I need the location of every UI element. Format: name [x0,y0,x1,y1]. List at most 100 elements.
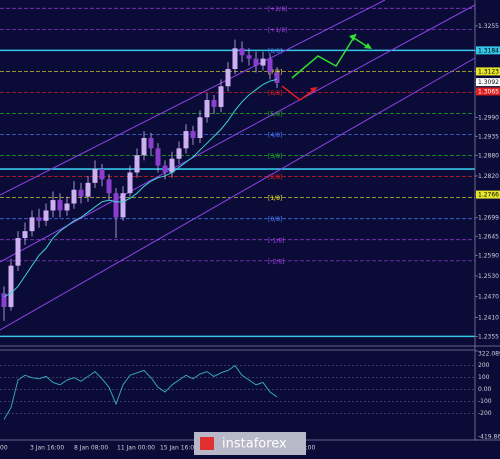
candle-body [148,138,154,149]
y-tick-label: 1.2590 [478,252,499,259]
candle-body [29,217,35,232]
logo-box [194,432,306,455]
candle-body [183,131,189,149]
murray-label: [6/8] [268,90,282,97]
candle-body [246,55,252,59]
forecast-arrow-up [291,33,357,79]
price-box [476,87,500,96]
arrow-head [310,87,318,93]
candle-body [85,182,91,197]
y-tick-label: 1.2935 [478,133,499,140]
arrow-head [364,43,372,49]
candle-body [218,86,224,107]
candle-body [78,189,84,197]
candle-body [169,158,175,173]
candle-body [22,231,28,239]
candle-body [274,72,280,83]
candle-body [92,169,98,183]
axis-group: 1.3255 1.3184 1.3123 1.3092 1.3065 1.2990 1.29… [475,23,500,340]
indicator-tick-label: 0.00 [478,386,492,393]
x-tick-label: 11 Jan 00:00 [117,445,155,452]
candle-body [99,169,105,180]
murray-label: [4/8] [268,132,282,139]
x-tick-label: 3 Jan 16:00 [30,445,64,452]
murray-label: [7/8] [268,69,282,76]
y-tick-label: 1.2880 [478,152,499,159]
murray-label: [3/8] [268,153,282,160]
y-tick-label: 1.3255 [478,23,499,30]
candle-body [43,210,49,221]
murray-label: [2/8] [268,174,282,181]
candle-body [239,48,245,56]
y-tick-label: 1.2530 [478,273,499,280]
murray-label: [+1/8] [268,27,287,34]
price-box [476,78,500,87]
candle-body [120,193,126,218]
candle-body [232,48,238,69]
x-tick-label: 8 Jan 08:00 [74,445,108,452]
candle-body [253,58,259,66]
murray-label: [1/8] [268,195,282,202]
price-box [476,46,500,55]
candle-body [197,117,203,138]
indicator-tick-label: 200 [478,362,490,369]
candle-body [50,200,56,211]
murray-label: [5/8] [268,111,282,118]
logo-icon [200,437,214,450]
candle-body [211,100,217,107]
indicator-tick-label: 100 [478,374,490,381]
indicator-tick-label: -100 [478,398,492,405]
price-box [476,67,500,76]
murray-label: [0/8] [268,216,282,223]
candle-body [134,155,140,173]
y-tick-label: 1.2699 [478,215,499,222]
y-tick-label: 1.2820 [478,173,499,180]
y-tick-label: 1.2470 [478,294,499,301]
candle-body [8,265,14,308]
candle-body [36,217,42,221]
candle-body [260,58,266,66]
y-tick-label: 1.3184 [478,47,499,54]
candle-body [190,131,196,138]
y-tick-label: 1.2645 [478,233,499,240]
candle-body [57,200,63,211]
indicator-line [3,365,278,420]
indicator-tick-label: -419.8691 [478,434,500,441]
y-tick-label: 1.2990 [478,114,499,121]
x-tick-label: 15 Jan 16:00 [160,445,198,452]
y-tick-label: 1.3123 [478,68,499,75]
candle-body [15,238,21,266]
candle-body [113,193,119,218]
candle-body [1,293,7,308]
indicator-group: 322.0898 200 100 0.00 -100 -200 -419.8691 [0,351,500,441]
y-tick-label: 1.2766 [478,192,499,199]
candle-body [176,148,182,159]
y-tick-label: 1.2410 [478,314,499,321]
forecast-arrow-down [281,85,315,101]
candle-body [267,58,273,73]
candle-body [162,165,168,173]
candle-body [127,172,133,194]
murray-label: [+2/8] [268,6,287,13]
arrow-head [349,34,356,41]
indicator-tick-label: -200 [478,410,492,417]
murray-label: [-2/8] [268,258,285,265]
moving-average [3,78,278,298]
channel-upper [0,0,386,196]
x-tick-label: 00:00 [298,445,315,452]
candle-body [225,69,231,87]
indicator-tick-label: 322.0898 [478,351,500,358]
channel-middle [0,4,476,263]
y-tick-label: 1.2355 [478,333,499,340]
candle-body [106,179,112,194]
candle-body [204,100,210,118]
candle-body [64,203,70,211]
murray-label: [8/8] [268,48,282,55]
candle-body [155,148,161,166]
channel-lower [0,57,476,331]
candles-group [1,39,280,321]
y-tick-label: 1.3092 [478,79,499,86]
murray-label: [-1/8] [268,237,285,244]
